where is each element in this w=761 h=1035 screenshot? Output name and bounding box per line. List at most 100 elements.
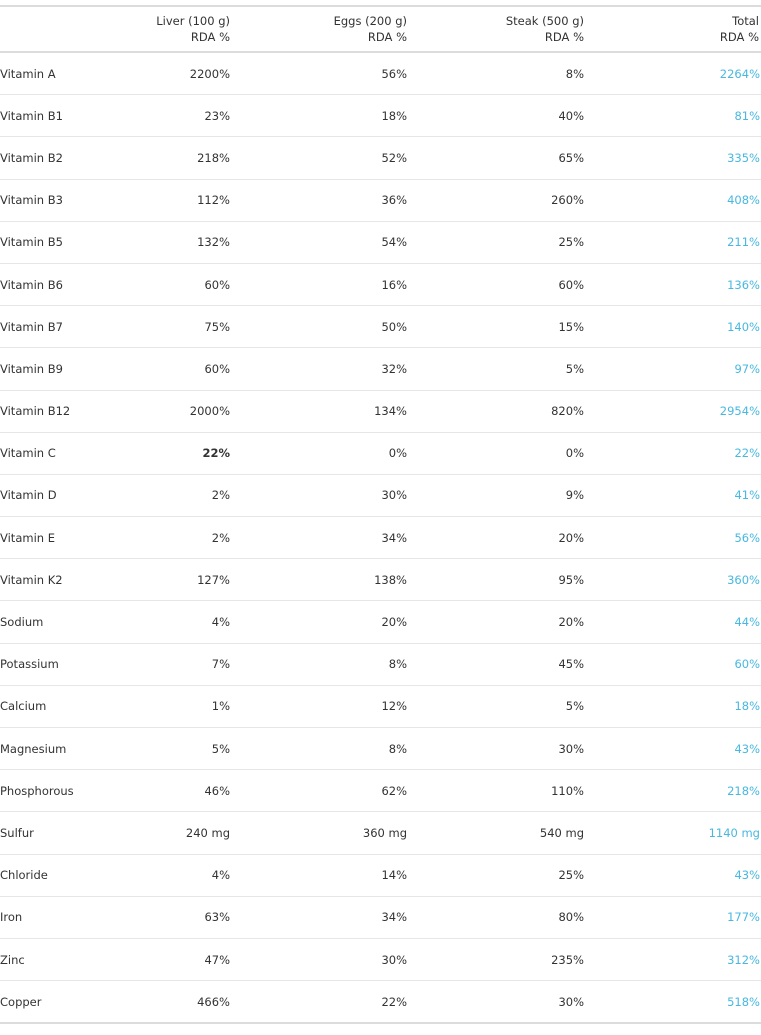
- table-row: Vitamin B6 60% 16% 60% 136%: [0, 263, 761, 307]
- total-rda-cell: 44%: [586, 600, 761, 644]
- liver-rda-cell: 4%: [118, 600, 232, 644]
- steak-rda-cell: 9%: [409, 474, 586, 518]
- eggs-rda-cell: 34%: [232, 896, 409, 939]
- total-rda-cell: 211%: [586, 221, 761, 264]
- liver-rda-cell: 7%: [118, 643, 232, 686]
- nutrient-name-cell: Vitamin D: [0, 474, 118, 518]
- steak-rda-cell: 110%: [409, 769, 586, 813]
- table-row: Vitamin B5 132% 54% 25% 211%: [0, 221, 761, 264]
- total-rda-cell: 2264%: [586, 52, 761, 96]
- liver-rda-cell: 132%: [118, 221, 232, 264]
- eggs-rda-cell: 18%: [232, 94, 409, 138]
- total-rda-cell: 177%: [586, 896, 761, 939]
- liver-rda-cell: 2%: [118, 516, 232, 560]
- nutrient-name-cell: Calcium: [0, 685, 118, 729]
- nutrient-name-cell: Vitamin B5: [0, 221, 118, 264]
- table-row: Vitamin B7 75% 50% 15% 140%: [0, 305, 761, 349]
- total-rda-cell: 1140 mg: [586, 811, 761, 855]
- steak-rda-cell: 60%: [409, 263, 586, 307]
- liver-rda-cell: 23%: [118, 94, 232, 138]
- eggs-rda-cell: 16%: [232, 263, 409, 307]
- liver-rda-cell: 47%: [118, 938, 232, 982]
- liver-rda-cell: 5%: [118, 727, 232, 771]
- total-rda-cell: 56%: [586, 516, 761, 560]
- liver-rda-cell: 22%: [118, 432, 232, 475]
- total-rda-cell: 136%: [586, 263, 761, 307]
- eggs-rda-cell: 8%: [232, 727, 409, 771]
- steak-rda-cell: 25%: [409, 854, 586, 897]
- steak-rda-cell: 80%: [409, 896, 586, 939]
- liver-rda-cell: 46%: [118, 769, 232, 813]
- table-row: Vitamin B1 23% 18% 40% 81%: [0, 94, 761, 138]
- eggs-rda-cell: 138%: [232, 558, 409, 602]
- table-row: Zinc 47% 30% 235% 312%: [0, 938, 761, 982]
- table-row: Iron 63% 34% 80% 177%: [0, 896, 761, 939]
- nutrient-name-cell: Phosphorous: [0, 769, 118, 813]
- total-rda-cell: 18%: [586, 685, 761, 729]
- liver-rda-cell: 60%: [118, 347, 232, 391]
- total-rda-cell: 43%: [586, 854, 761, 897]
- table-row: Chloride 4% 14% 25% 43%: [0, 854, 761, 897]
- eggs-rda-cell: 36%: [232, 179, 409, 222]
- eggs-rda-cell: 0%: [232, 432, 409, 475]
- total-rda-cell: 335%: [586, 136, 761, 180]
- steak-rda-cell: 95%: [409, 558, 586, 602]
- eggs-rda-cell: 8%: [232, 643, 409, 686]
- table-row: Vitamin D 2% 30% 9% 41%: [0, 474, 761, 518]
- total-rda-cell: 518%: [586, 980, 761, 1025]
- steak-rda-cell: 20%: [409, 516, 586, 560]
- total-rda-cell: 360%: [586, 558, 761, 602]
- steak-rda-cell: 5%: [409, 347, 586, 391]
- eggs-rda-cell: 34%: [232, 516, 409, 560]
- liver-rda-cell: 2%: [118, 474, 232, 518]
- liver-rda-cell: 218%: [118, 136, 232, 180]
- total-rda-cell: 218%: [586, 769, 761, 813]
- steak-rda-cell: 540 mg: [409, 811, 586, 855]
- nutrient-name-cell: Magnesium: [0, 727, 118, 771]
- eggs-rda-cell: 32%: [232, 347, 409, 391]
- nutrient-name-cell: Chloride: [0, 854, 118, 897]
- table-row: Vitamin B2 218% 52% 65% 335%: [0, 136, 761, 180]
- liver-rda-cell: 4%: [118, 854, 232, 897]
- total-rda-cell: 140%: [586, 305, 761, 349]
- steak-rda-cell: 45%: [409, 643, 586, 686]
- header-eggs: Eggs (200 g) RDA %: [232, 6, 409, 53]
- nutrient-name-cell: Potassium: [0, 643, 118, 686]
- steak-rda-cell: 0%: [409, 432, 586, 475]
- table-row: Potassium 7% 8% 45% 60%: [0, 643, 761, 686]
- steak-rda-cell: 5%: [409, 685, 586, 729]
- table-row: Vitamin C 22% 0% 0% 22%: [0, 432, 761, 475]
- table-row: Vitamin K2 127% 138% 95% 360%: [0, 558, 761, 602]
- nutrient-name-cell: Vitamin B1: [0, 94, 118, 138]
- table-row: Sulfur 240 mg 360 mg 540 mg 1140 mg: [0, 811, 761, 855]
- nutrient-name-cell: Vitamin B2: [0, 136, 118, 180]
- steak-rda-cell: 15%: [409, 305, 586, 349]
- steak-rda-cell: 40%: [409, 94, 586, 138]
- table-row: Magnesium 5% 8% 30% 43%: [0, 727, 761, 771]
- nutrient-name-cell: Vitamin B6: [0, 263, 118, 307]
- liver-rda-cell: 2000%: [118, 390, 232, 433]
- liver-rda-cell: 127%: [118, 558, 232, 602]
- nutrient-name-cell: Vitamin B12: [0, 390, 118, 433]
- table-row: Vitamin B12 2000% 134% 820% 2954%: [0, 390, 761, 433]
- liver-rda-cell: 240 mg: [118, 811, 232, 855]
- nutrient-name-cell: Sodium: [0, 600, 118, 644]
- nutrient-name-cell: Vitamin B7: [0, 305, 118, 349]
- nutrient-name-cell: Vitamin C: [0, 432, 118, 475]
- eggs-rda-cell: 56%: [232, 52, 409, 96]
- nutrient-name-cell: Vitamin B9: [0, 347, 118, 391]
- header-liver-unit: RDA %: [190, 30, 230, 44]
- steak-rda-cell: 20%: [409, 600, 586, 644]
- steak-rda-cell: 235%: [409, 938, 586, 982]
- eggs-rda-cell: 14%: [232, 854, 409, 897]
- table-row: Copper 466% 22% 30% 518%: [0, 980, 761, 1025]
- eggs-rda-cell: 50%: [232, 305, 409, 349]
- nutrient-name-cell: Vitamin E: [0, 516, 118, 560]
- eggs-rda-cell: 134%: [232, 390, 409, 433]
- total-rda-cell: 81%: [586, 94, 761, 138]
- table-row: Sodium 4% 20% 20% 44%: [0, 600, 761, 644]
- total-rda-cell: 60%: [586, 643, 761, 686]
- liver-rda-cell: 1%: [118, 685, 232, 729]
- header-eggs-title: Eggs (200 g): [333, 14, 407, 28]
- eggs-rda-cell: 22%: [232, 980, 409, 1025]
